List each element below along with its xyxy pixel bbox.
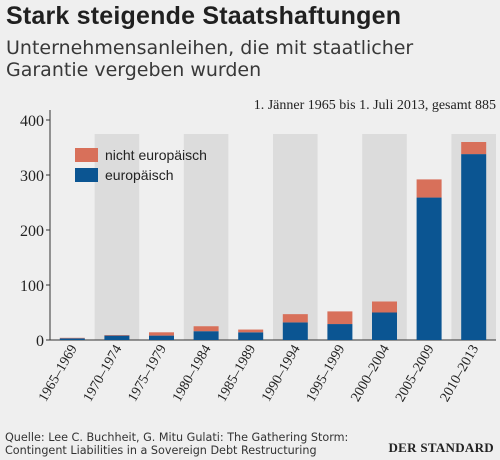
- legend-label-europaeisch: europäisch: [105, 167, 174, 183]
- bar-nicht-europaeisch: [104, 335, 130, 336]
- bar-nicht-europaeisch: [59, 337, 85, 339]
- bar-nicht-europaeisch: [282, 314, 308, 323]
- background-band: [94, 134, 140, 340]
- bar-nicht-europaeisch: [149, 332, 174, 336]
- bar-europaeisch: [327, 324, 353, 340]
- legend: nicht europäisch europäisch: [75, 147, 207, 183]
- chart-title: Stark steigende Staatshaftungen: [6, 2, 402, 30]
- bar-europaeisch: [149, 335, 174, 340]
- bar-nicht-europaeisch: [416, 179, 442, 198]
- bar-europaeisch: [282, 322, 308, 340]
- stacked-bar-chart: 0 100 200 300 400 1965–1969 1970–1974 1975–197…: [20, 110, 496, 405]
- background-band: [273, 134, 318, 340]
- bar-nicht-europaeisch: [372, 301, 397, 313]
- chart-subtitle: Unternehmensanleihen, die mit staatliche…: [6, 37, 414, 81]
- bar-nicht-europaeisch: [327, 311, 353, 325]
- x-tick-label: 2005–2009: [393, 343, 437, 405]
- brand-logo: DER STANDARD: [388, 440, 494, 455]
- x-tick-label: 1995–1999: [304, 343, 348, 405]
- x-tick-label: 1975–1979: [125, 343, 169, 405]
- x-tick-label: 1965–1969: [36, 343, 80, 405]
- bar-europaeisch: [372, 312, 397, 340]
- bar-europaeisch: [238, 332, 264, 340]
- y-tick-label: 400: [20, 113, 44, 130]
- x-tick-label: 1990–1994: [259, 343, 303, 405]
- bar-europaeisch: [104, 335, 130, 340]
- legend-swatch-nicht-europaeisch: [75, 148, 98, 162]
- bar-nicht-europaeisch: [238, 329, 264, 333]
- bar-europaeisch: [461, 154, 487, 340]
- bar-nicht-europaeisch: [193, 326, 219, 332]
- source-note: Quelle: Lee C. Buchheit, G. Mitu Gulati:…: [5, 431, 349, 457]
- x-tick-label: 1970–1974: [81, 343, 125, 405]
- range-note: 1. Jänner 1965 bis 1. Juli 2013, gesamt …: [253, 98, 496, 113]
- y-tick-label: 200: [20, 223, 44, 240]
- footer: Quelle: Lee C. Buchheit, G. Mitu Gulati:…: [0, 429, 500, 460]
- legend-swatch-europaeisch: [75, 168, 98, 182]
- y-tick-label: 300: [20, 168, 44, 185]
- bar-europaeisch: [416, 197, 442, 340]
- y-tick-label: 0: [36, 333, 44, 350]
- bars: [59, 142, 487, 340]
- bar-europaeisch: [59, 338, 85, 340]
- x-tick-label: 1980–1984: [170, 343, 214, 405]
- x-tick-label: 2000–2004: [348, 343, 392, 405]
- x-axis-labels: 1965–1969 1970–1974 1975–1979 1980–1984 1985…: [36, 343, 482, 405]
- x-tick-label: 1985–1989: [215, 343, 259, 405]
- background-band: [183, 134, 229, 340]
- x-tick-label: 2010–2013: [438, 343, 482, 405]
- bar-nicht-europaeisch: [461, 142, 487, 155]
- legend-label-nicht-europaeisch: nicht europäisch: [105, 147, 207, 163]
- bar-europaeisch: [193, 331, 219, 340]
- y-tick-label: 100: [20, 278, 44, 295]
